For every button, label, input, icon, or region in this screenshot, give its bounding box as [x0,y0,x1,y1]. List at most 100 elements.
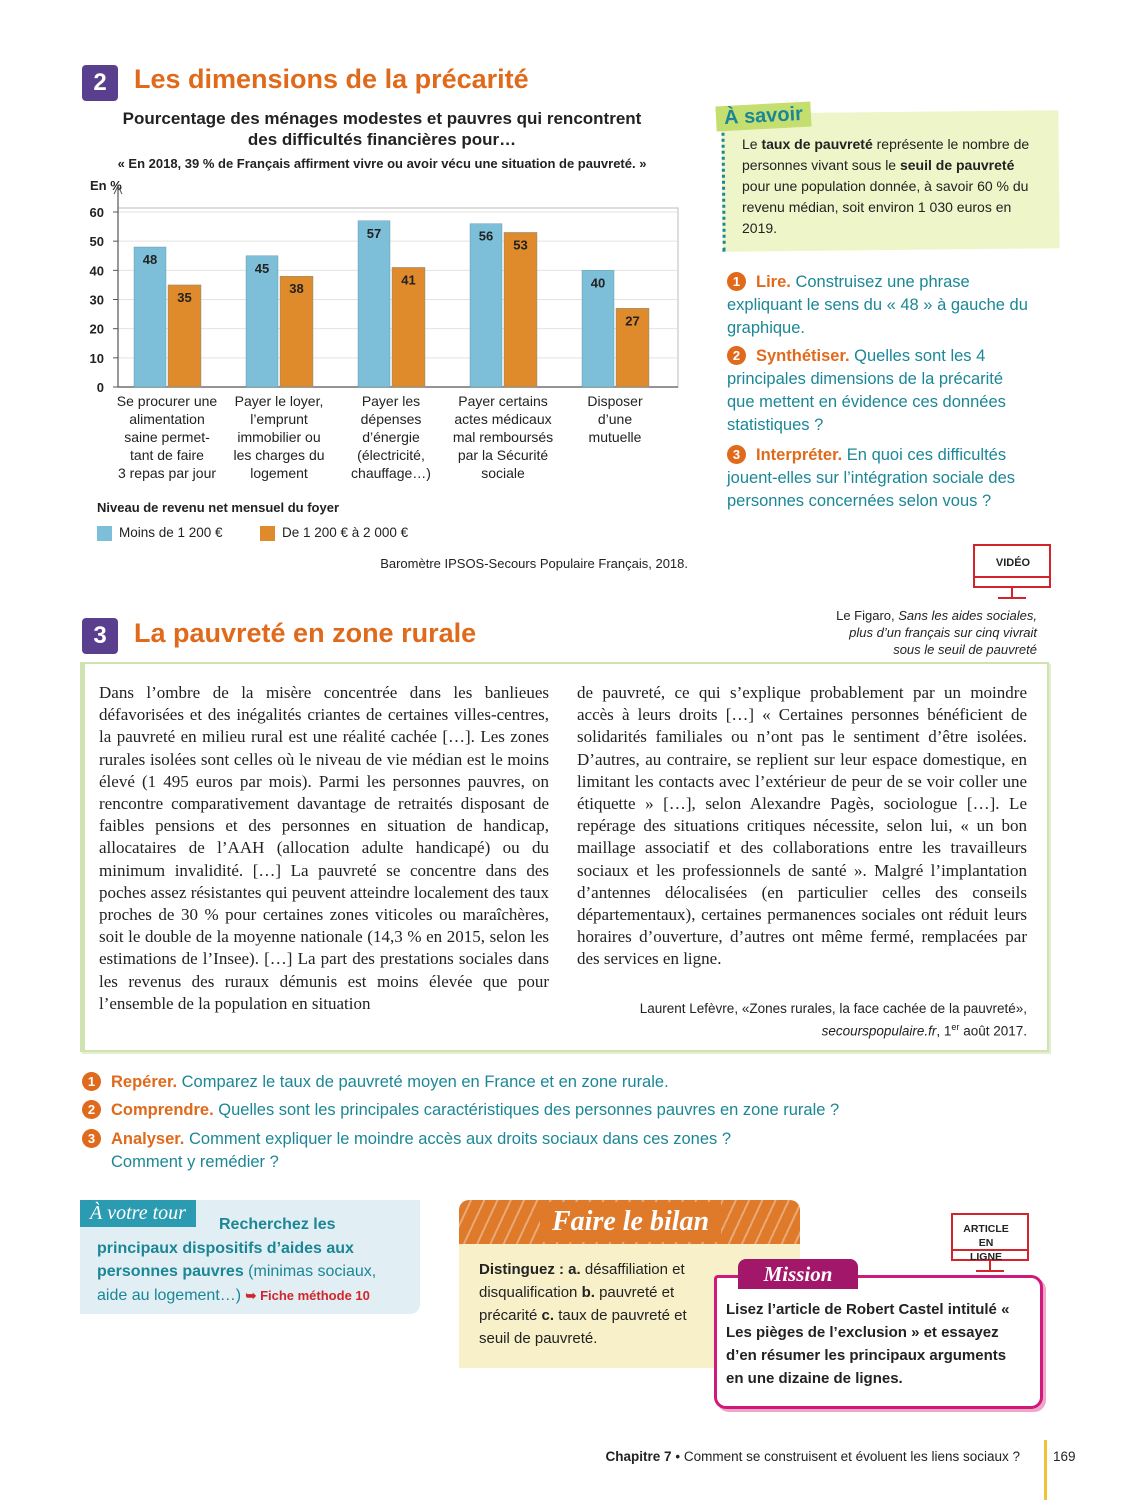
bar [391,267,426,388]
y-axis-arrow [113,184,123,195]
a-votre-tour-text: Recherchez les principaux dispositifs d’… [97,1213,407,1307]
value-label: 40 [591,275,605,290]
credit-text: , 1 [936,1023,952,1039]
article-box [80,662,1049,1052]
monitor [973,544,1051,588]
x-tick-label: Se procurer une alimentation saine perme… [116,393,218,481]
question-label: Comprendre. [111,1101,214,1119]
article-column: de pauvreté, ce qui s’explique probablem… [577,683,1027,969]
item: pauvreté et précarité [479,1284,675,1324]
item: désaffiliation et disqualification [479,1261,685,1301]
question: 3 Analyser. Comment expliquer le moindre … [82,1128,791,1174]
question-number: 3 [82,1129,101,1148]
legend-title: Niveau de revenu net mensuel du foyer [97,500,340,515]
value-label: 35 [177,290,191,305]
value-label: 38 [289,281,303,296]
value-label: 48 [143,252,157,267]
question-label: Repérer. [111,1073,178,1091]
question: 3 Interpréter. En quoi ces difficultés jo… [727,444,1032,513]
item-letter: c. [541,1307,555,1324]
a-savoir-text: Le taux de pauvreté représente le nombre… [742,134,1032,239]
question-number: 3 [727,445,746,464]
question-number: 1 [82,1072,101,1091]
question-label: Analyser. [111,1130,185,1148]
video-label: VIDÉO [995,557,1031,569]
chapter: Chapitre 7 [605,1449,672,1464]
credit-text: août 2017. [959,1023,1027,1039]
article-icon [951,1213,1029,1272]
y-axis-label: En % [90,178,122,193]
question-text: Comparez le taux de pauvreté moyen en Fr… [181,1073,669,1091]
section-number: 3 [82,618,118,654]
article-badge[interactable]: ARTICLE EN LIGNE [963,1223,1009,1263]
legend-swatch [260,526,275,541]
video-title: Sans les aides sociales, plus d’un franç… [849,608,1037,657]
y-tick-label: 10 [90,351,104,366]
value-label: 57 [367,226,381,241]
value-label: 41 [401,272,415,287]
question-number: 2 [82,1100,101,1119]
bar [133,246,167,388]
question: 1 Lire. Construisez une phrase expliquant… [727,271,1032,340]
section-number: 2 [82,65,118,101]
credit-site: secourspopulaire.fr [821,1023,937,1039]
footer: Chapitre 7 • Comment se construisent et … [500,1449,1020,1464]
footer-bar [1044,1440,1047,1500]
mission-box [714,1275,1043,1409]
y-tick-label: 60 [90,205,104,220]
legend-swatch [97,526,112,541]
a-savoir-title: À savoir [715,101,812,132]
bar [615,308,650,388]
bilan-text: Distinguez : a. désaffiliation et disqua… [479,1258,707,1350]
question-text: Construisez une phrase expliquant le sen… [727,273,1028,337]
bar [581,270,615,388]
mission-text: Lisez l’article de Robert Castel intitul… [726,1301,1010,1387]
method-link-text[interactable]: Fiche méthode 10 [260,1287,370,1303]
question-label: Interpréter. [756,446,843,464]
question: 2 Comprendre. Quelles sont les principale… [82,1099,982,1122]
article-column: Dans l’ombre de la misère concentrée dan… [99,683,549,1013]
item-letter: a. [568,1261,581,1278]
video-caption: Le Figaro, Sans les aides sociales, plus… [820,607,1037,658]
bar [503,232,538,388]
item-letter: b. [581,1284,595,1301]
legend-label: Moins de 1 200 € [119,525,223,540]
question-label: Lire. [756,273,791,291]
x-tick-label: Payer les dépenses d’énergie (électricit… [351,393,431,481]
bar [245,255,279,388]
monitor [951,1213,1029,1261]
y-tick-label: 20 [90,322,104,337]
text: Le [742,136,762,152]
value-label: 45 [255,261,269,276]
credit-text: Laurent Lefèvre, «Zones rurales, la face… [639,1001,1027,1016]
question: 2 Synthétiser. Quelles sont les 4 princip… [727,345,1032,437]
bar [469,223,503,388]
chart-title: Pourcentage des ménages modestes et pauv… [122,109,642,149]
chart: 0 10 20 30 40 50 60 48 35 45 38 57 41 56 53 40 27 [90,184,679,395]
question: 1 Repérer. Comparez le taux de pauvreté m… [82,1071,982,1094]
question-text: En quoi ces difficultés jouent-elles sur… [727,446,1015,510]
method-link[interactable]: ➥ Fiche méthode 10 [245,1287,370,1303]
credit-sup: er [951,1022,960,1032]
chapter-title: • Comment se construisent et évoluent le… [675,1449,1020,1464]
question-label: Synthétiser. [756,347,850,365]
term: seuil de pauvreté [899,157,1015,173]
section-title: La pauvreté en zone rurale [134,618,477,648]
y-tick-label: 30 [90,293,104,308]
y-tick-label: 40 [90,263,104,278]
term: taux de pauvreté [761,136,873,152]
item: taux de pauvreté et seuil de pauvreté. [479,1307,687,1347]
x-tick-label: Payer le loyer, l’emprunt immobilier ou … [233,393,325,481]
instruction: Distinguez : [479,1261,569,1278]
task: Recherchez les principaux dispositifs d’… [97,1216,354,1280]
question-number: 2 [727,346,746,365]
x-tick-label: Disposer d’une mutuelle [587,393,643,445]
y-tick-label: 0 [97,380,104,395]
question-number: 1 [727,272,746,291]
bar [357,220,391,388]
task-detail: (minimas sociaux, aide au logement…) [97,1263,377,1304]
legend-label: De 1 200 € à 2 000 € [282,525,409,540]
mission-title: Mission [738,1259,858,1289]
